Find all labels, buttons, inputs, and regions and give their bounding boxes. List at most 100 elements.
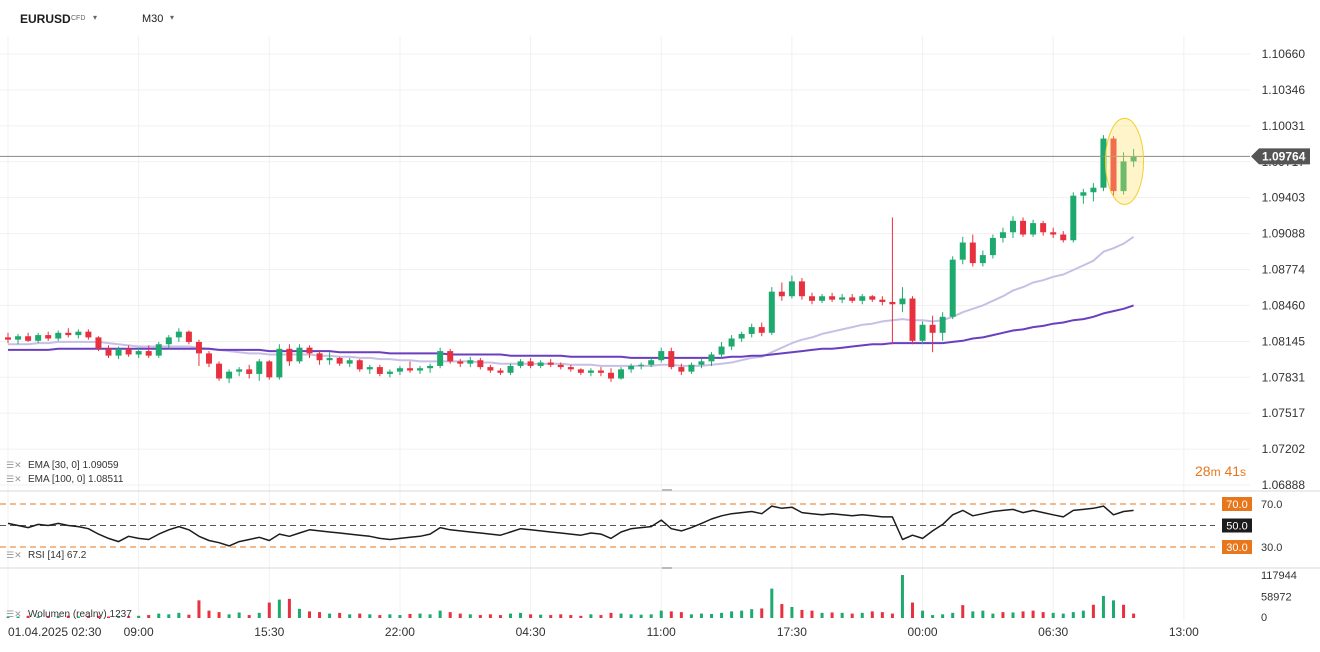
candle-body [85,331,92,338]
ema100-legend[interactable]: ☰✕ EMA [100, 0] 1.08511 [6,474,123,485]
candle [165,335,172,349]
legend-settings-icon[interactable]: ☰✕ [6,460,22,470]
candle [758,322,765,337]
candle [195,339,202,366]
volume-bar [961,605,965,618]
candle [587,368,594,377]
volume-bar [589,614,593,618]
candle-body [477,360,484,368]
volume-bar [328,613,332,618]
volume-bar [117,616,121,618]
candle [989,234,996,259]
candle-body [45,335,52,339]
candle-body [788,281,795,297]
candle-body [216,363,223,379]
time-tick-label: 01.04.2025 02:30 [8,625,102,639]
candle [919,321,926,345]
candle [206,351,212,368]
candle [728,335,735,350]
volume-bar [368,614,372,618]
legend-settings-icon[interactable]: ☰✕ [6,550,22,560]
volume-bar [16,616,20,618]
volume-bar [880,612,884,618]
volume-bar [860,612,864,618]
candle-body [567,367,574,370]
volume-bar [941,614,945,618]
candle [909,296,916,345]
candle-body [95,337,102,349]
candle-body [1010,220,1016,233]
volume-legend-text: Wolumen (realny) 1237 [28,609,132,620]
candle [407,361,413,373]
volume-bar [398,615,402,618]
volume-bar [1112,600,1115,618]
candle [597,367,604,377]
candle [1070,192,1077,243]
candle [979,250,986,267]
price-tick-label: 1.10031 [1262,119,1306,133]
volume-bar [488,614,492,618]
volume-bar [730,611,734,618]
candle-body [306,347,313,354]
candle-body [527,361,534,366]
ema30-legend[interactable]: ☰✕ EMA [30, 0] 1.09059 [6,460,119,471]
candle-body [316,353,323,361]
volume-bar [770,588,774,618]
volume-bar [669,611,673,618]
volume-axis-label: 117944 [1261,570,1297,582]
symbol-selector[interactable]: EURUSD [20,12,71,26]
candle [798,277,805,300]
volume-bar [971,611,975,618]
candle [175,328,182,342]
candle [487,364,494,373]
rsi-legend[interactable]: ☰✕ RSI [14] 67.2 [6,550,86,561]
time-tick-label: 15:30 [254,625,284,639]
rsi-axis-label: 70.0 [1261,499,1282,511]
candle [1030,219,1037,237]
volume-bar [478,615,482,618]
volume-bar [639,614,643,618]
candle-body [326,357,333,361]
volume-bar [217,612,221,618]
volume-bar [900,575,904,618]
candle [648,357,655,368]
rsi-level-tag [1222,497,1252,511]
candle [668,347,675,370]
candle-body [547,362,554,365]
candle-body [658,351,665,361]
time-tick-label: 22:00 [385,625,415,639]
candle-body [1130,156,1137,162]
candle-body [356,360,363,370]
legend-settings-icon[interactable]: ☰✕ [6,474,22,484]
candle [185,330,192,345]
volume-bar [850,613,854,618]
candle-body [417,368,424,371]
candle-body [1040,223,1047,233]
candle [75,329,82,339]
current-price-tag [1251,148,1310,165]
candle [427,363,434,373]
candle [999,227,1006,243]
symbol-dropdown-icon[interactable]: ▾ [93,13,98,22]
candle [145,345,152,358]
candle-body [1070,195,1077,241]
volume-bar [679,612,683,618]
price-tick-label: 1.09088 [1262,227,1306,241]
candle [608,368,614,382]
candle-body [608,372,614,379]
candle-body [1090,187,1097,193]
candle-body [396,368,403,372]
candle-body [1020,220,1027,235]
candle-body [979,255,986,264]
volume-bar [519,612,523,618]
legend-settings-icon[interactable]: ☰✕ [6,609,22,619]
candle-body [849,297,856,301]
candle-body [809,296,815,301]
timeframe-dropdown-icon[interactable]: ▾ [170,13,175,22]
candle [748,323,755,338]
timeframe-selector[interactable]: M30 [142,13,164,25]
volume-bar [800,609,804,618]
volume-legend[interactable]: ☰✕ Wolumen (realny) 1237 [6,609,132,620]
